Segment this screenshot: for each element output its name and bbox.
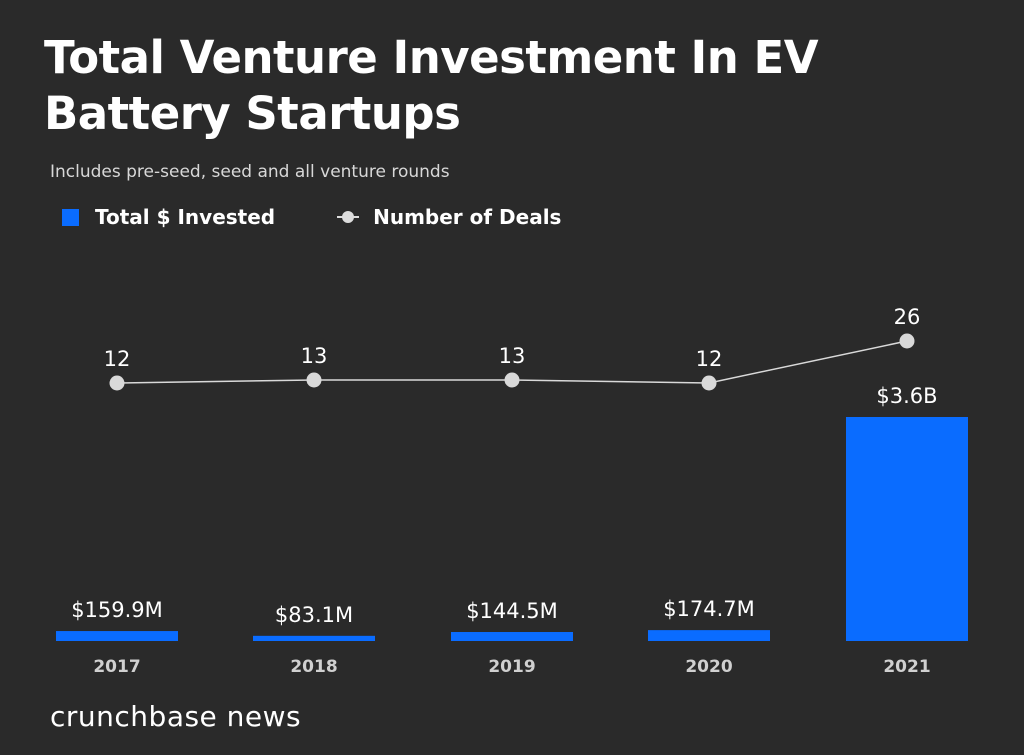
- deals-point-2020: [701, 375, 717, 391]
- crunchbase-news-logo: crunchbase news: [50, 700, 302, 733]
- deals-label: 26: [894, 305, 921, 329]
- bar-2021: [846, 417, 968, 641]
- legend: Total $ Invested Number of Deals: [62, 205, 623, 229]
- deals-label: 13: [301, 344, 328, 368]
- bar-2018: [253, 635, 375, 641]
- deals-point-2018: [306, 372, 322, 388]
- bar-label: $159.9M: [71, 598, 163, 622]
- legend-label: Total $ Invested: [95, 205, 276, 229]
- legend-line-swatch: [337, 211, 360, 223]
- deals-label: 12: [696, 347, 723, 371]
- x-tick-label: 2021: [883, 657, 930, 677]
- legend-label: Number of Deals: [373, 205, 562, 229]
- bar-label: $83.1M: [275, 603, 353, 627]
- x-tick-label: 2020: [685, 657, 732, 677]
- legend-item-invested: Total $ Invested: [62, 205, 275, 229]
- deals-point-2021: [899, 333, 915, 349]
- deals-point-2017: [109, 375, 125, 391]
- legend-item-deals: Number of Deals: [337, 205, 561, 229]
- legend-bar-swatch: [62, 208, 79, 226]
- x-tick-label: 2018: [290, 657, 337, 677]
- x-tick-label: 2017: [93, 657, 140, 677]
- chart-subtitle: Includes pre-seed, seed and all venture …: [50, 162, 450, 182]
- bar-label: $3.6B: [876, 384, 937, 408]
- bar-2020: [648, 630, 770, 641]
- deals-point-2019: [504, 372, 520, 388]
- deals-label: 12: [104, 347, 131, 371]
- bar-2017: [56, 631, 178, 641]
- bar-label: $144.5M: [466, 599, 558, 623]
- bar-2019: [451, 632, 573, 641]
- bar-label: $174.7M: [663, 597, 755, 621]
- chart-title: Total Venture Investment In EV Battery S…: [44, 31, 819, 140]
- x-tick-label: 2019: [488, 657, 535, 677]
- deals-label: 13: [499, 344, 526, 368]
